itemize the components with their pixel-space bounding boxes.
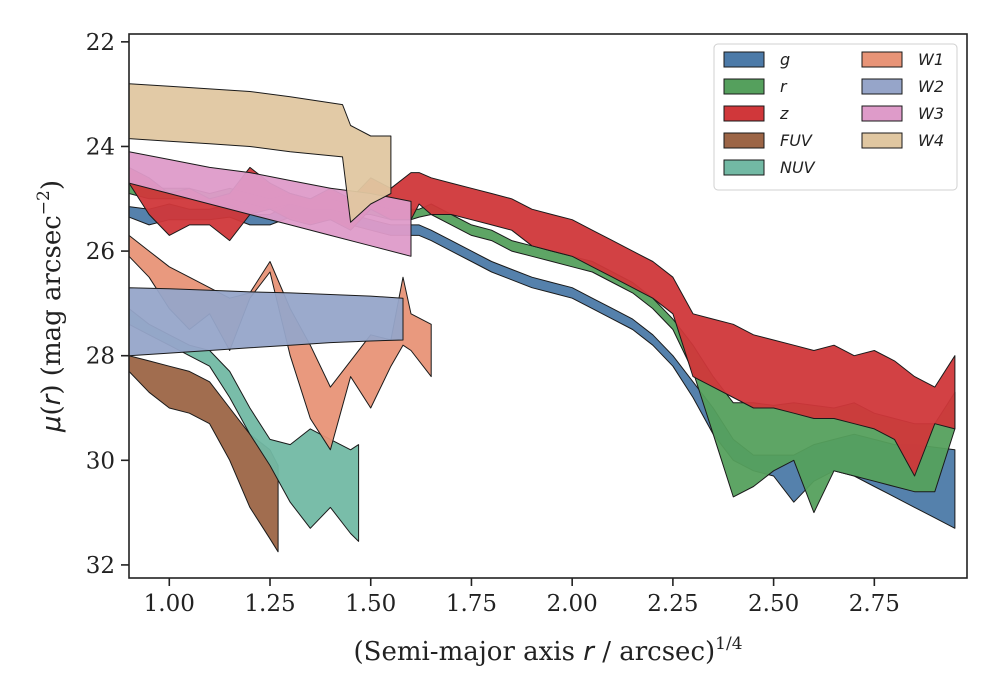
legend-label-w4: W4: [918, 131, 944, 150]
x-tick-label: 2.00: [547, 591, 598, 617]
y-axis: 22 24 26 28 30 32: [86, 30, 129, 579]
legend-label-z: z: [779, 104, 789, 123]
x-tick-label: 1.50: [345, 591, 396, 617]
legend-label-w2: W2: [918, 77, 944, 96]
band-nuv: [129, 308, 360, 542]
legend-label-w3: W3: [918, 104, 944, 123]
x-tick-label: 2.25: [647, 591, 698, 617]
band-w2: [129, 287, 404, 357]
legend-label-r: r: [780, 77, 788, 96]
band-w3: [129, 151, 412, 257]
legend: grz FUV NUV W1 W2 W3 W4: [713, 43, 958, 191]
legend-swatch-w4: [861, 132, 903, 149]
x-tick-label: 1.25: [244, 591, 295, 617]
legend-swatch-w2: [861, 78, 903, 95]
y-tick-label: 26: [86, 239, 115, 265]
legend-swatch-nuv: [723, 159, 765, 176]
y-tick-label: 24: [86, 134, 115, 160]
band-fuv: [129, 355, 279, 553]
legend-label-g: g: [780, 50, 790, 69]
y-tick-label: 28: [86, 344, 115, 370]
y-tick-label: 30: [86, 448, 115, 474]
x-axis-label: (Semi-major axis r / arcsec)1/4: [353, 634, 742, 667]
legend-label-w1: W1: [918, 50, 944, 69]
legend-swatch-w3: [861, 105, 903, 122]
legend-swatch-fuv: [723, 132, 765, 149]
plot-frame: [128, 33, 968, 579]
x-tick-label: 1.75: [446, 591, 497, 617]
legend-swatch-w1: [861, 51, 903, 68]
y-tick-label: 22: [86, 30, 115, 56]
legend-label-fuv: FUV: [780, 131, 813, 150]
legend-swatch-r: [723, 78, 765, 95]
band-w4: [129, 83, 392, 223]
x-axis: 1.00 1.25 1.50 1.75 2.00 2.25 2.50 2.75: [144, 578, 900, 617]
legend-label-nuv: NUV: [780, 158, 816, 177]
x-tick-label: 2.75: [849, 591, 900, 617]
y-axis-label: μ(r) (mag arcsec−2): [34, 180, 67, 433]
x-tick-label: 2.50: [748, 591, 799, 617]
y-tick-label: 32: [86, 553, 115, 579]
legend-swatch-g: [723, 51, 765, 68]
legend-swatch-z: [723, 105, 765, 122]
x-tick-label: 1.00: [144, 591, 195, 617]
band-layer: [129, 83, 956, 553]
